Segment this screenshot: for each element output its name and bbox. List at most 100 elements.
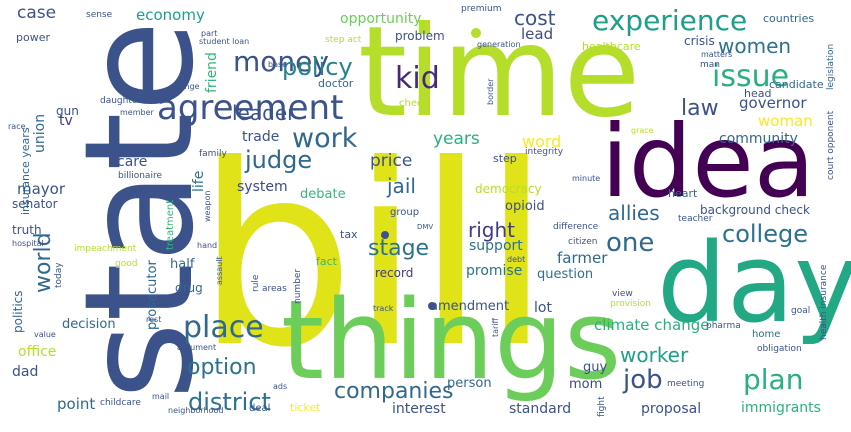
word-value: value <box>34 330 56 339</box>
word-areas: areas <box>262 284 287 294</box>
word-daughter: daughter <box>100 96 142 106</box>
word-group: group <box>390 207 420 218</box>
word-money: money <box>233 45 329 78</box>
word-college: college <box>722 220 808 248</box>
word-rule: rule <box>251 274 261 292</box>
word-candidate: candidate <box>769 78 824 91</box>
word-kid: kid <box>395 61 440 96</box>
word-women: women <box>718 34 792 58</box>
word-obligation: obligation <box>757 344 802 354</box>
word-promise: promise <box>466 263 523 279</box>
word-healthcare: healthcare <box>582 40 641 53</box>
word-tariff: tariff <box>491 317 500 337</box>
word-woman: woman <box>758 112 813 130</box>
word-provision: provision <box>610 299 651 309</box>
word-debate: debate <box>300 187 346 202</box>
word-climate-change: climate change <box>594 316 710 334</box>
word-goal: goal <box>791 306 811 316</box>
word-fight: fight <box>597 396 607 417</box>
word-bill: bill <box>196 111 551 402</box>
word-half: half <box>170 257 195 272</box>
word-jail: jail <box>387 174 416 198</box>
word-member: member <box>120 108 154 117</box>
word-union: union <box>32 113 48 153</box>
word-work: work <box>292 123 358 154</box>
word-race: race <box>8 122 26 131</box>
word-senator: senator <box>12 197 58 211</box>
word-dad: dad <box>12 364 39 380</box>
word-plan: plan <box>743 363 804 396</box>
word-mail: mail <box>152 392 170 401</box>
word-doctor: doctor <box>318 77 354 90</box>
word-impeachment: impeachment <box>74 244 137 254</box>
word-standard: standard <box>509 401 572 417</box>
word-job: job <box>623 365 663 395</box>
word-hand: hand <box>197 241 218 250</box>
word-home: home <box>752 329 781 340</box>
word-premium: premium <box>461 4 502 14</box>
word-democracy: democracy <box>475 182 542 196</box>
word-health-insurance: health insurance <box>819 264 829 340</box>
word-countries: countries <box>763 12 815 25</box>
word-family: family <box>199 149 227 159</box>
word-step: step <box>493 152 517 165</box>
word-person: person <box>447 376 492 391</box>
word-student-loan: student loan <box>199 37 250 46</box>
word-dmv: DMV <box>417 223 434 231</box>
word-judge: judge <box>245 146 313 174</box>
word-treatment: treatment <box>165 199 176 250</box>
word-policy: policy <box>282 53 353 81</box>
word-step-act: step act <box>325 35 362 45</box>
word-pharma: pharma <box>706 321 741 331</box>
word-lead: lead <box>521 25 554 43</box>
word-experience: experience <box>592 4 748 37</box>
word-allies: allies <box>608 201 660 225</box>
word-worker: worker <box>620 343 689 367</box>
word-support: support <box>469 238 523 254</box>
word-interest: interest <box>392 401 446 417</box>
word-lot: lot <box>534 300 552 316</box>
word-truth: truth <box>12 223 42 237</box>
word-amendment: amendment <box>430 299 510 314</box>
word-neighborhood: neighborhood <box>168 406 224 415</box>
dot-mark <box>381 231 389 239</box>
word-decision: decision <box>62 317 116 332</box>
word-change: change <box>170 82 200 91</box>
word-citizen: citizen <box>568 237 598 247</box>
word-head: head <box>744 87 772 100</box>
word-view: view <box>612 289 633 299</box>
word-trade: trade <box>242 129 280 145</box>
word-teacher: teacher <box>678 214 713 224</box>
word-governor: governor <box>739 94 807 112</box>
word-proposal: proposal <box>641 401 702 417</box>
word-sense: sense <box>86 10 113 20</box>
word-man: man <box>700 60 720 70</box>
word-option: option <box>187 355 257 380</box>
word-gun: gun <box>56 104 79 118</box>
word-good: good <box>115 259 138 269</box>
word-integrity: integrity <box>525 147 564 157</box>
word-system: system <box>237 179 288 195</box>
word-problem: problem <box>395 29 445 43</box>
word-legislation: legislation <box>826 43 836 90</box>
word-question: question <box>537 267 594 282</box>
word-tv: tv <box>59 113 73 129</box>
word-border: border <box>486 78 495 105</box>
word-rest: rest <box>146 315 162 324</box>
word-minute: minute <box>572 174 601 183</box>
word-time: time <box>358 0 641 145</box>
word-place: place <box>183 310 264 345</box>
dot-mark <box>428 302 436 310</box>
word-check: check <box>399 98 429 109</box>
word-idea: idea <box>601 103 816 220</box>
word-office: office <box>18 344 57 360</box>
word-friend: friend <box>204 52 220 93</box>
word-difference: difference <box>553 222 599 232</box>
word-childcare: childcare <box>100 398 141 408</box>
word-debt: debt <box>507 255 526 264</box>
word-law: law <box>681 96 719 121</box>
word-issue: issue <box>712 59 790 94</box>
word-court-opponent: court opponent <box>826 110 836 180</box>
word-track: track <box>373 304 394 313</box>
word-billionaire: billionaire <box>118 171 162 181</box>
